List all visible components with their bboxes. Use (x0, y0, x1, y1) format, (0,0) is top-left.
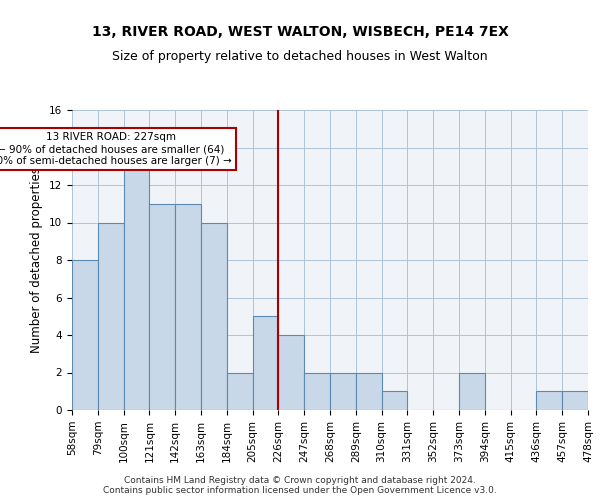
Bar (536, 391, 562, 410)
Y-axis label: Number of detached properties: Number of detached properties (31, 167, 43, 353)
Text: Size of property relative to detached houses in West Walton: Size of property relative to detached ho… (112, 50, 488, 63)
Bar (330, 372, 356, 410)
Bar (562, 391, 588, 410)
Bar (175, 204, 201, 410)
Bar (201, 222, 227, 410)
Bar (304, 372, 330, 410)
Bar (72, 260, 98, 410)
Text: Contains HM Land Registry data © Crown copyright and database right 2024.
Contai: Contains HM Land Registry data © Crown c… (103, 476, 497, 495)
Bar (382, 391, 407, 410)
Bar (227, 372, 253, 410)
Bar (253, 316, 278, 410)
Bar (98, 222, 124, 410)
Text: 13 RIVER ROAD: 227sqm
← 90% of detached houses are smaller (64)
10% of semi-deta: 13 RIVER ROAD: 227sqm ← 90% of detached … (0, 132, 232, 166)
Bar (124, 166, 149, 410)
Bar (278, 335, 304, 410)
Bar (149, 204, 175, 410)
Bar (459, 372, 485, 410)
Bar (356, 372, 382, 410)
Text: 13, RIVER ROAD, WEST WALTON, WISBECH, PE14 7EX: 13, RIVER ROAD, WEST WALTON, WISBECH, PE… (92, 25, 508, 39)
